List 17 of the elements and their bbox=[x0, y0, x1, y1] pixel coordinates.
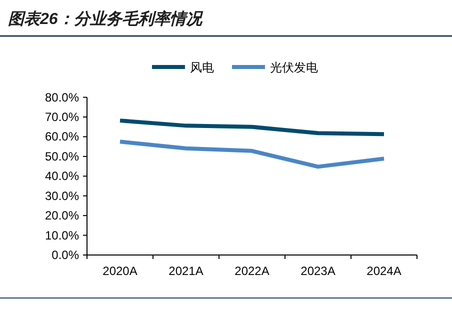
x-tick-label: 2023A bbox=[300, 264, 336, 278]
x-tick-label: 2020A bbox=[102, 264, 138, 278]
y-tick-label: 30.0% bbox=[44, 188, 80, 203]
y-tick-label: 40.0% bbox=[44, 169, 80, 184]
y-tick-label: 20.0% bbox=[44, 208, 80, 223]
y-tick-label: 70.0% bbox=[44, 110, 80, 124]
legend-label: 风电 bbox=[190, 60, 214, 74]
title: 图表26：分业务毛利率情况 bbox=[8, 11, 202, 28]
y-tick-label: 50.0% bbox=[44, 149, 80, 164]
x-tick-label: 2021A bbox=[168, 264, 204, 278]
y-tick-label: 10.0% bbox=[44, 228, 80, 242]
y-tick-label: 80.0% bbox=[44, 90, 80, 104]
y-tick-label: 60.0% bbox=[44, 130, 80, 144]
y-tick-label: 0.0% bbox=[52, 248, 80, 262]
x-tick-label: 2024A bbox=[366, 264, 402, 278]
legend-label: 光伏发电 bbox=[270, 60, 318, 74]
x-tick-label: 2022A bbox=[234, 264, 270, 278]
